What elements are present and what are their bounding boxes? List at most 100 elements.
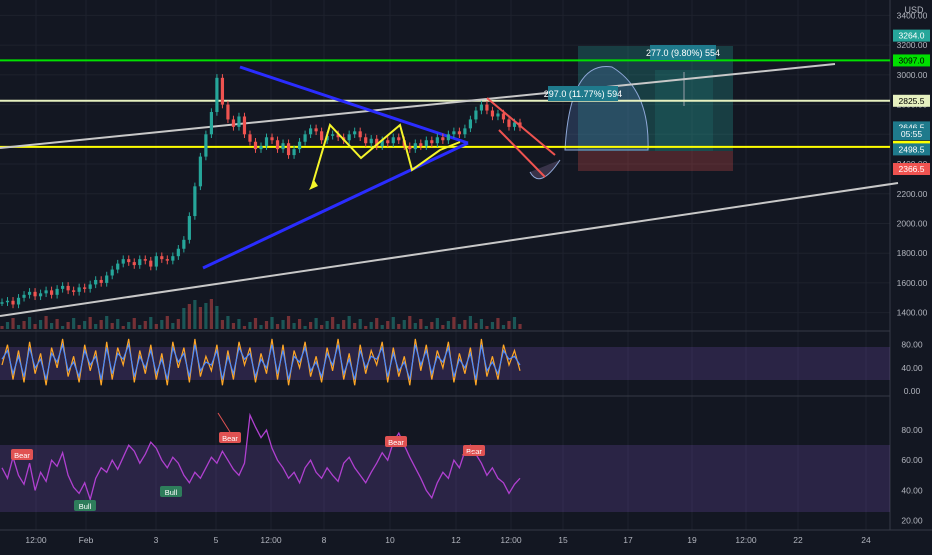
volume-bar (430, 322, 434, 329)
label-bg (74, 500, 96, 511)
volume-bar (27, 317, 32, 329)
volume-bar (105, 316, 109, 329)
candle-body (116, 263, 120, 270)
candle-body (66, 285, 70, 291)
volume-bar (446, 321, 450, 329)
rsi-tick-label: 20.00 (901, 515, 923, 525)
price-tick-label: 3000.00 (897, 70, 928, 80)
volume-bar (512, 317, 517, 329)
candle-body (198, 156, 202, 187)
volume-bar (77, 325, 81, 329)
divergence-line (461, 450, 479, 456)
candle-body (264, 137, 269, 147)
measure-label-bg (650, 45, 716, 60)
volume-bar (149, 317, 153, 329)
volume-bar (441, 325, 445, 329)
rsi-band (0, 445, 890, 512)
candle-body (275, 140, 280, 150)
candle-body (61, 285, 65, 289)
candle-body (331, 134, 335, 136)
rsi-tick-label: 60.00 (901, 455, 923, 465)
descending-channel-bottom[interactable] (498, 129, 546, 178)
volume-bar (253, 318, 258, 329)
candle-body (127, 259, 131, 263)
volume-bar (226, 316, 230, 329)
volume-bar (5, 322, 10, 329)
candle-body (435, 137, 439, 144)
price-tick-label: 2000.00 (897, 218, 928, 228)
price-label: 2825.5 (893, 94, 930, 107)
price-label-bg (893, 163, 930, 176)
price-label-bg (893, 29, 930, 42)
label-text: Bull (165, 488, 178, 497)
volume-bar (88, 317, 92, 329)
time-axis[interactable]: 12:00 Feb 3 5 12:00 8 10 12 12:00 15 17 19 12:00 22 24 (25, 535, 871, 545)
price-label: 05:55 (893, 128, 930, 141)
candle-body (292, 149, 296, 156)
triangle-upper[interactable] (239, 65, 469, 145)
candle-body (165, 259, 169, 261)
candle-body (512, 122, 517, 127)
volume-bar (204, 303, 208, 329)
oscillator-tick-label: 80.00 (901, 340, 923, 350)
volume-bar (231, 323, 236, 329)
oscillator-tick-label: 40.00 (901, 363, 923, 373)
time-tick-label: 5 (214, 535, 219, 545)
price-label-text: 2366.5 (899, 164, 925, 174)
lower-trendline[interactable] (0, 182, 899, 317)
volume-bar (479, 319, 484, 329)
volume-bar (38, 320, 43, 329)
price-label-text: 3097.0 (899, 55, 925, 65)
candle-body (320, 131, 324, 141)
oscillator-line (1, 342, 521, 380)
candle-body (496, 113, 500, 117)
label-bg (160, 486, 182, 497)
label-bg (11, 449, 33, 460)
volume-bar (127, 322, 131, 329)
volume-bar (121, 326, 125, 329)
candle-body (187, 216, 191, 240)
stop-zone (578, 151, 733, 171)
volume-bar (391, 317, 395, 329)
upper-trendline[interactable] (0, 63, 836, 149)
volume-bar (275, 324, 280, 329)
volume-bar (501, 325, 506, 329)
volume-bar (193, 300, 197, 329)
candle-body (303, 134, 307, 142)
candle-body (468, 119, 473, 129)
price-label-bg (893, 128, 930, 141)
volume-bar (264, 321, 269, 329)
price-tick-label: 3200.00 (897, 40, 928, 50)
volume-bar (242, 326, 247, 329)
price-label-text: 2825.5 (899, 96, 925, 106)
volume-bar (402, 320, 406, 329)
candle-body (176, 248, 180, 257)
volume-bar (209, 299, 214, 329)
triangle-lower[interactable] (202, 141, 469, 270)
volume-bar (419, 319, 423, 329)
bull-label: Bull (160, 486, 182, 497)
volume-bar (138, 325, 142, 329)
candle-body (353, 131, 357, 135)
price-label-bg (893, 54, 930, 67)
candle-body (297, 141, 302, 150)
fib-arc-lower[interactable] (529, 159, 561, 180)
candle-body (413, 143, 417, 150)
volume-bar (72, 318, 76, 329)
zigzag-pattern[interactable] (311, 123, 461, 187)
descending-channel-top[interactable] (486, 97, 556, 156)
volume-bar (386, 321, 390, 329)
price-label-text: 2646.5 (899, 122, 925, 132)
volume-bar (187, 304, 191, 329)
volume-bar (380, 325, 384, 329)
volume-bar (176, 319, 180, 329)
candle-body (5, 300, 10, 303)
candle-body (0, 302, 4, 304)
price-tick-label: 1800.00 (897, 248, 928, 258)
price-label-text: 3264.0 (899, 31, 925, 41)
candle-body (457, 131, 461, 135)
volume-bar (55, 319, 59, 329)
candle-body (143, 259, 147, 261)
